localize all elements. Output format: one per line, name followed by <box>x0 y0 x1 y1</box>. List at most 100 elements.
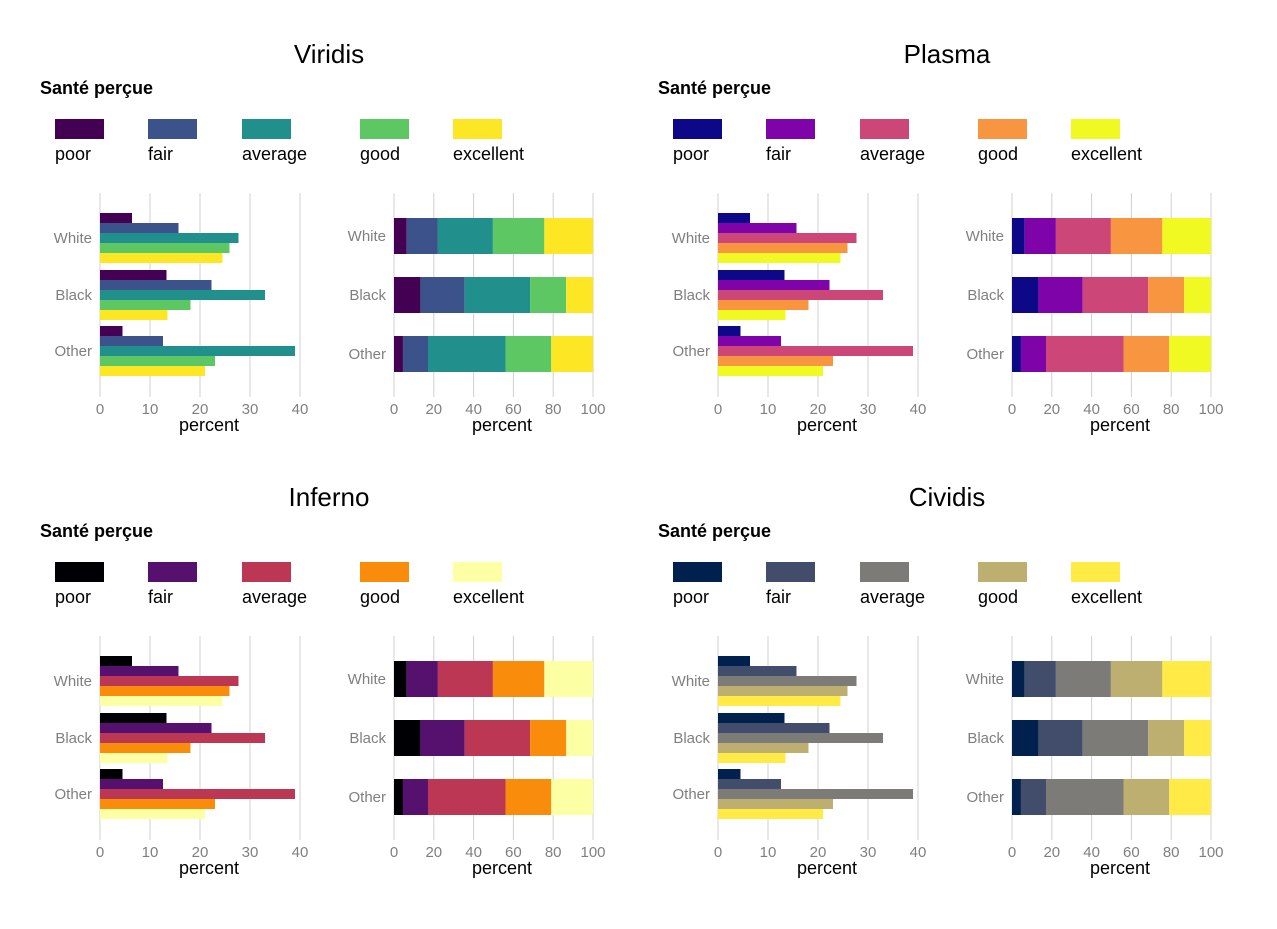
x-axis-title: percent <box>179 858 239 878</box>
legend-label-poor: poor <box>55 587 91 607</box>
stacked-segment-black-fair <box>1038 720 1083 756</box>
stacked-segment-black-poor <box>394 720 421 756</box>
bar-other-excellent <box>718 366 823 376</box>
bar-other-average <box>718 789 913 799</box>
stacked-segment-white-excellent <box>544 218 593 254</box>
bar-black-fair <box>718 280 830 290</box>
stacked-segment-white-average <box>437 218 493 254</box>
legend-label-average: average <box>242 587 307 607</box>
bar-black-average <box>718 733 883 743</box>
bar-white-fair <box>718 666 797 676</box>
legend-swatch-fair <box>148 119 197 139</box>
stacked-segment-other-fair <box>402 336 428 372</box>
bar-black-poor <box>718 713 785 723</box>
bar-other-average <box>718 346 913 356</box>
stacked-segment-white-good <box>492 661 545 697</box>
category-label-black: Black <box>55 287 92 304</box>
stacked-segment-other-excellent <box>1169 779 1211 815</box>
stacked-segment-black-fair <box>1038 277 1083 313</box>
category-label-black: Black <box>967 287 1004 304</box>
bar-black-excellent <box>100 753 168 763</box>
x-tick-label: 10 <box>142 401 159 418</box>
bar-other-good <box>718 356 833 366</box>
legend-title: Santé perçue <box>658 78 771 98</box>
dodged-bar-chart: 0 10 20 30 40 percent White Black Other <box>54 193 308 435</box>
legend-swatch-fair <box>766 119 815 139</box>
stacked-segment-white-fair <box>406 218 438 254</box>
legend-swatch-poor <box>55 562 104 582</box>
panel-viridis: Viridis Santé perçue poor fair average good ex… <box>40 39 606 435</box>
legend-swatch-poor <box>55 119 104 139</box>
legend-swatch-average <box>242 119 291 139</box>
bar-other-poor <box>718 769 741 779</box>
category-label-other: Other <box>348 789 386 806</box>
legend-swatch-average <box>860 562 909 582</box>
legend-label-good: good <box>978 144 1018 164</box>
x-tick-label: 40 <box>465 844 482 861</box>
x-tick-label: 30 <box>242 844 259 861</box>
bar-white-fair <box>100 666 179 676</box>
stacked-segment-white-poor <box>1012 218 1025 254</box>
stacked-segment-other-poor <box>394 779 403 815</box>
category-label-white: White <box>672 230 710 247</box>
stacked-segment-white-average <box>1055 661 1111 697</box>
stacked-segment-black-good <box>1148 720 1185 756</box>
bar-other-average <box>100 789 295 799</box>
legend-label-good: good <box>360 144 400 164</box>
stacked-segment-other-good <box>1123 779 1170 815</box>
bar-black-poor <box>718 270 785 280</box>
x-tick-label: 40 <box>1083 844 1100 861</box>
x-tick-label: 20 <box>810 401 827 418</box>
stacked-bar-chart: 0 20 40 60 80 100 percent White Black Other <box>348 193 606 435</box>
legend-label-average: average <box>860 587 925 607</box>
legend-title: Santé perçue <box>658 521 771 541</box>
bar-black-average <box>100 733 265 743</box>
stacked-segment-white-average <box>1055 218 1111 254</box>
bar-black-excellent <box>100 310 168 320</box>
bar-other-excellent <box>100 366 205 376</box>
legend-label-excellent: excellent <box>453 587 524 607</box>
bar-white-average <box>718 233 857 243</box>
stacked-segment-white-poor <box>1012 661 1025 697</box>
stacked-bar-chart: 0 20 40 60 80 100 percent White Black Other <box>966 193 1224 435</box>
bar-white-average <box>100 233 239 243</box>
stacked-segment-black-average <box>464 277 531 313</box>
stacked-segment-other-poor <box>1012 779 1021 815</box>
x-tick-label: 20 <box>425 844 442 861</box>
bar-white-poor <box>718 656 750 666</box>
x-tick-label: 0 <box>96 401 104 418</box>
stacked-segment-white-excellent <box>544 661 593 697</box>
category-label-white: White <box>54 673 92 690</box>
category-label-other: Other <box>54 786 92 803</box>
dodged-bar-chart: 0 10 20 30 40 percent White Black Other <box>672 193 926 435</box>
x-tick-label: 20 <box>192 401 209 418</box>
stacked-segment-white-average <box>437 661 493 697</box>
bar-white-excellent <box>718 253 841 263</box>
x-axis-title: percent <box>1090 858 1150 878</box>
x-tick-label: 20 <box>1043 401 1060 418</box>
stacked-segment-black-good <box>1148 277 1185 313</box>
bar-black-excellent <box>718 310 786 320</box>
stacked-segment-white-fair <box>406 661 438 697</box>
legend-swatch-excellent <box>453 562 502 582</box>
stacked-segment-other-average <box>1045 779 1124 815</box>
legend-label-good: good <box>360 587 400 607</box>
bar-white-good <box>718 243 848 253</box>
category-label-white: White <box>54 230 92 247</box>
stacked-segment-other-average <box>1045 336 1124 372</box>
bar-other-good <box>100 799 215 809</box>
stacked-segment-other-excellent <box>551 779 593 815</box>
legend-label-fair: fair <box>766 144 791 164</box>
stacked-segment-white-fair <box>1024 218 1056 254</box>
legend-swatch-excellent <box>1071 562 1120 582</box>
bar-black-average <box>100 290 265 300</box>
bar-black-poor <box>100 713 167 723</box>
x-tick-label: 0 <box>1008 844 1016 861</box>
bar-other-good <box>718 799 833 809</box>
stacked-segment-black-fair <box>420 720 465 756</box>
bar-white-average <box>718 676 857 686</box>
panel-inferno: Inferno Santé perçue poor fair average good ex… <box>40 482 606 878</box>
x-tick-label: 80 <box>1163 401 1180 418</box>
bar-black-excellent <box>718 753 786 763</box>
bar-other-fair <box>718 336 781 346</box>
